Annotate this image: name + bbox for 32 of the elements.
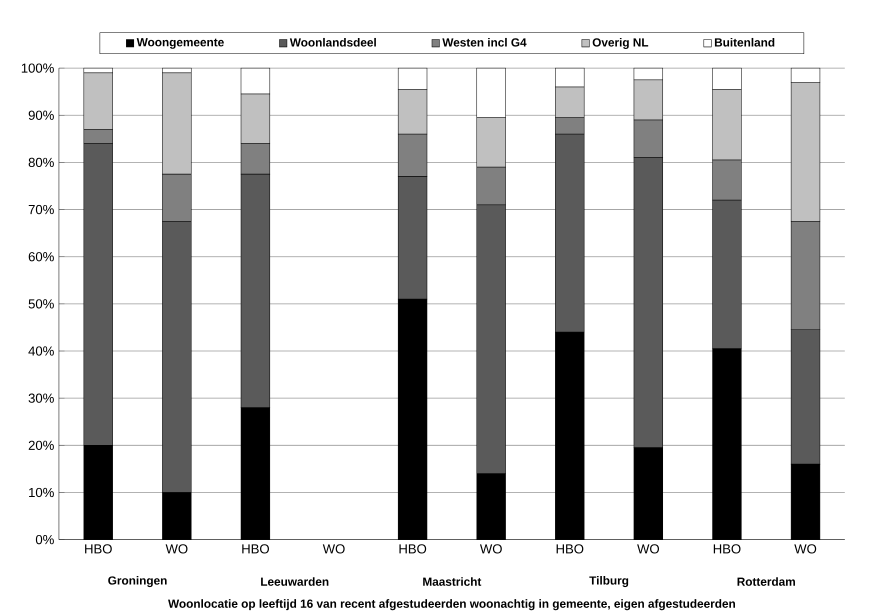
x-tick-label: HBO [714,544,741,554]
x-tick-label: WO [322,544,345,554]
legend-label: Woonlandsdeel [290,38,376,47]
text: Groningen [108,576,167,588]
x-tick-label: HBO [242,544,269,554]
x-tick-label: HBO [556,544,584,554]
y-tick-label: 100% [22,64,54,73]
y-tick-label: 60% [28,252,54,262]
text: Tilburg [589,576,628,588]
y-tick-label: 20% [28,440,54,450]
x-tick-label: HBO [85,544,112,554]
x-tick-label: WO [637,544,660,554]
legend-label: Buitenland [714,38,774,47]
y-tick-label: 0% [36,535,54,544]
legend-label: Westen incl G4 [442,38,527,47]
x-tick-label: WO [480,544,502,554]
x-tick-label: WO [794,544,816,554]
y-tick-label: 40% [28,346,54,356]
x-tick-label: HBO [399,544,426,554]
y-tick-label: 50% [28,299,54,309]
text: Rotterdam [738,577,795,586]
y-tick-label: 30% [28,394,54,404]
text: Leeuwarden [261,577,328,586]
x-tick-label: WO [166,544,188,554]
y-tick-label: 70% [28,205,54,214]
y-tick-label: 80% [28,158,54,168]
x-axis-title: Woonlocatie op leeftijd 16 van recent afgestudeerden woonachtig in gemeente, eigen afgestudeerden [168,599,735,610]
legend-label: Overig NL [592,38,648,50]
y-tick-label: 10% [29,488,54,498]
legend-label: Woongemeente [136,38,224,49]
y-tick-label: 90% [28,110,54,120]
text: Maastricht [423,577,482,586]
